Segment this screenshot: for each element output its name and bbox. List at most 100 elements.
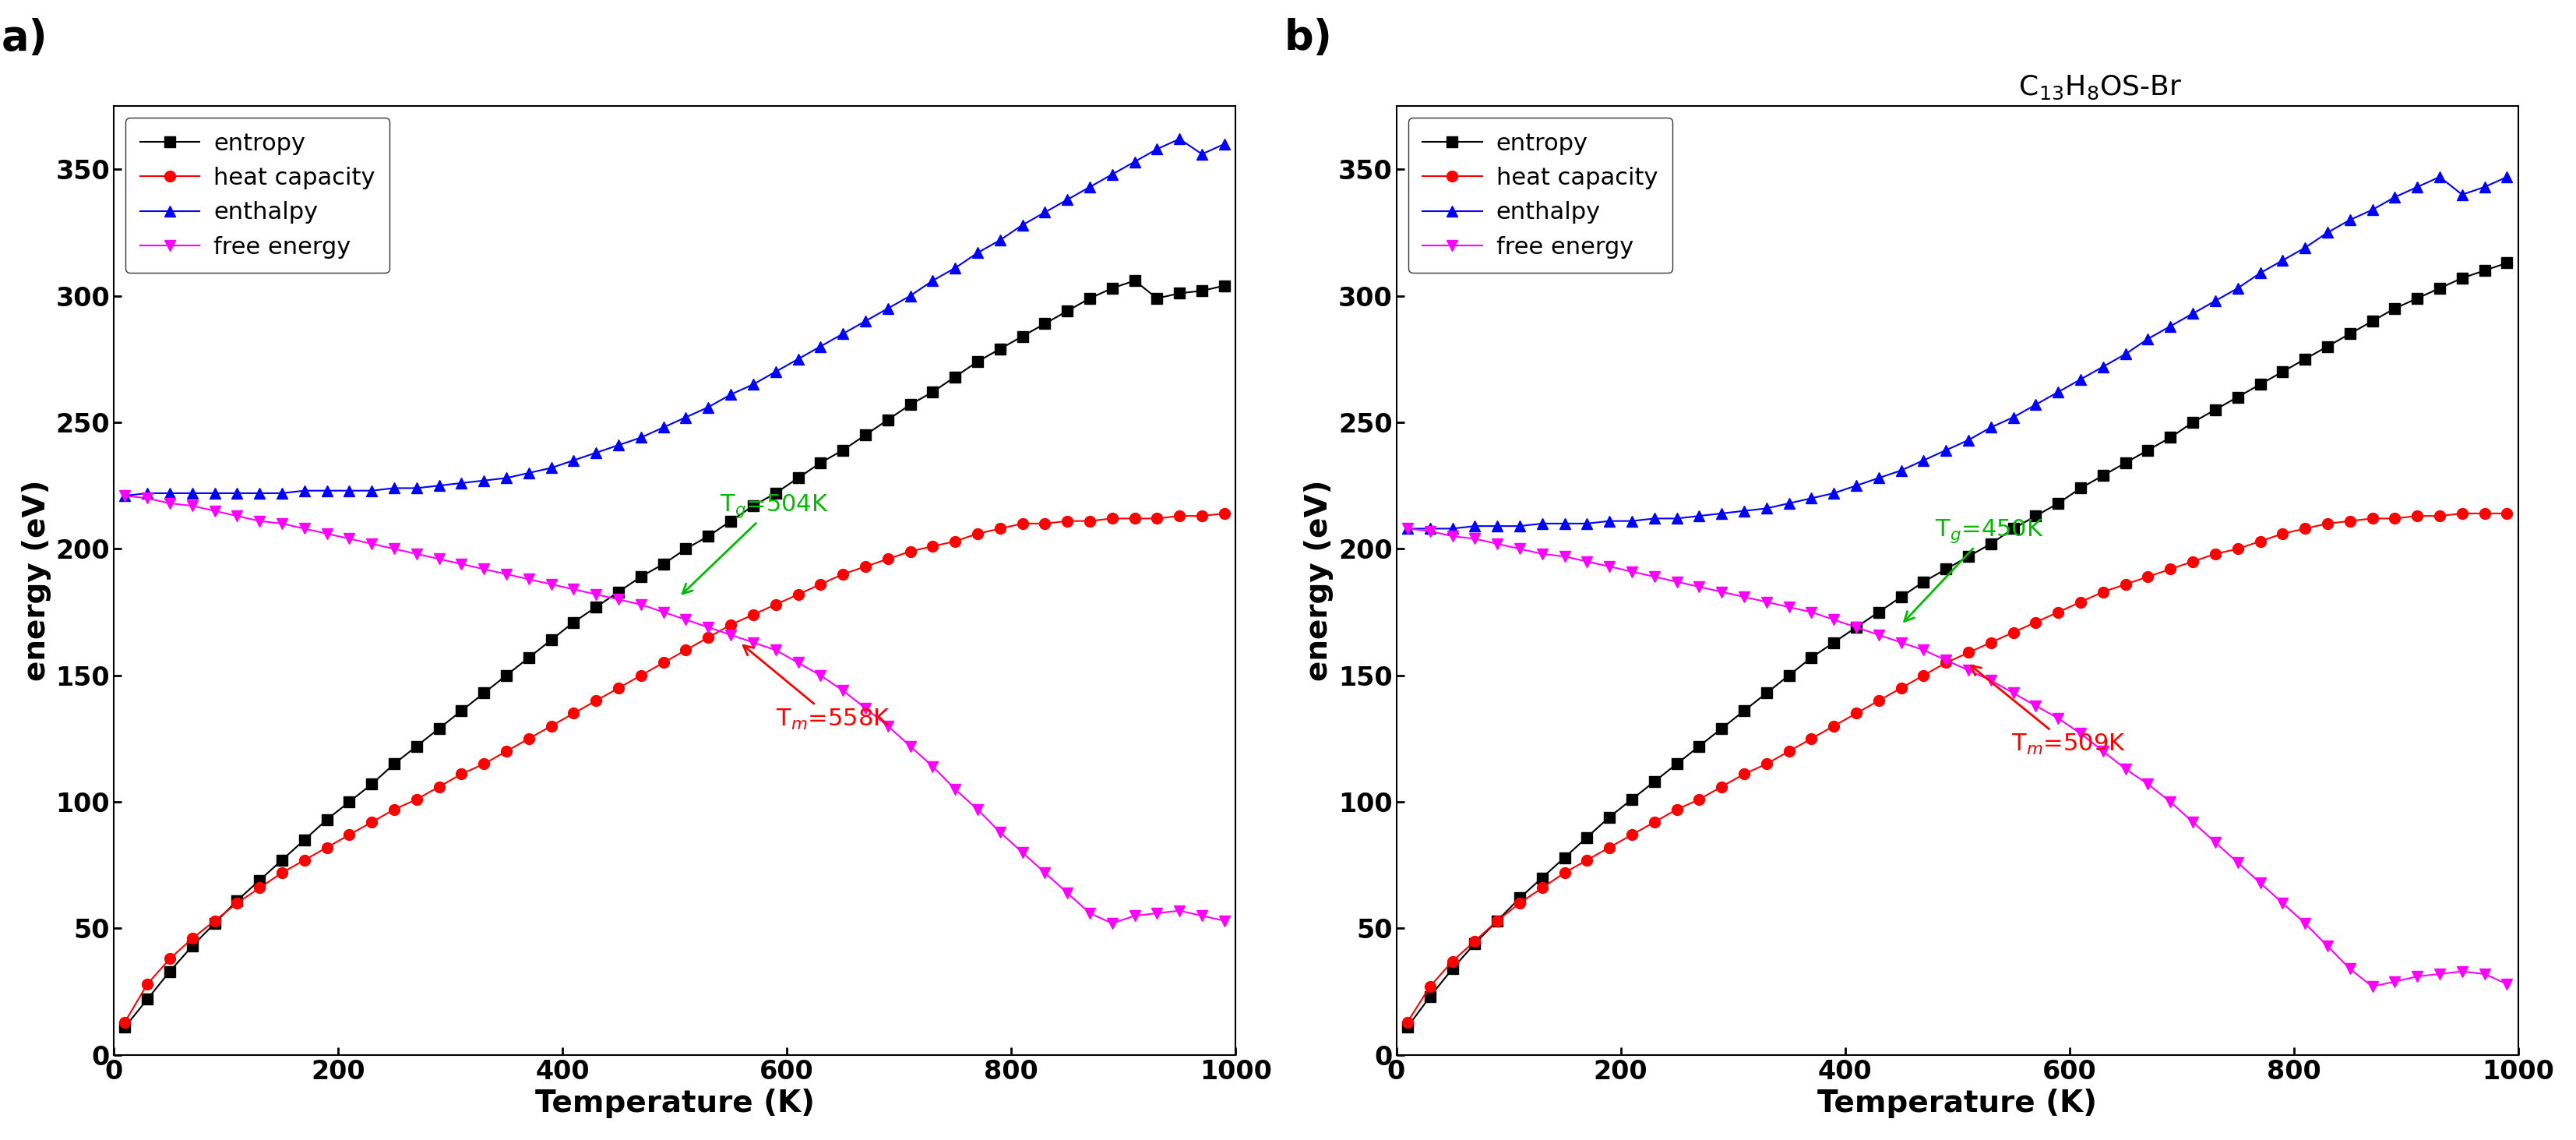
heat capacity: [2357, 512, 2388, 526]
enthalpy: [1795, 491, 1826, 505]
heat capacity: [1615, 828, 1646, 841]
enthalpy: [1437, 522, 1468, 536]
enthalpy: [894, 288, 925, 302]
enthalpy: [1976, 421, 2007, 434]
entropy: [2401, 292, 2432, 306]
free energy: [1862, 628, 1893, 642]
free energy: [1504, 542, 1535, 555]
entropy: [716, 514, 747, 528]
enthalpy: [1118, 155, 1149, 169]
enthalpy: [355, 483, 386, 497]
heat capacity: [178, 931, 209, 945]
enthalpy: [2401, 180, 2432, 194]
free energy: [2223, 856, 2254, 870]
enthalpy: [2313, 226, 2344, 239]
enthalpy: [670, 410, 701, 424]
entropy: [850, 429, 881, 442]
heat capacity: [917, 539, 948, 553]
free energy: [402, 547, 433, 561]
enthalpy: [1728, 504, 1759, 518]
enthalpy: [1504, 519, 1535, 532]
entropy: [2244, 377, 2275, 391]
heat capacity: [1886, 682, 1917, 695]
heat capacity: [355, 815, 386, 829]
entropy: [2424, 282, 2455, 295]
entropy: [1662, 757, 1692, 771]
enthalpy: [2267, 253, 2298, 267]
entropy: [1752, 686, 1783, 700]
enthalpy: [603, 438, 634, 451]
free energy: [1118, 909, 1149, 922]
heat capacity: [2380, 512, 2411, 526]
entropy: [155, 964, 185, 978]
entropy: [1638, 775, 1669, 789]
enthalpy: [1862, 471, 1893, 484]
enthalpy: [1615, 514, 1646, 528]
entropy: [2380, 302, 2411, 316]
enthalpy: [626, 431, 657, 445]
enthalpy: [1953, 433, 1984, 447]
entropy: [536, 633, 567, 646]
heat capacity: [2200, 547, 2231, 561]
free energy: [1074, 906, 1105, 920]
heat capacity: [783, 587, 814, 601]
entropy: [961, 355, 992, 368]
free energy: [1842, 620, 1873, 634]
enthalpy: [422, 479, 453, 492]
heat capacity: [1662, 803, 1692, 816]
heat capacity: [131, 977, 162, 991]
entropy: [2290, 352, 2321, 366]
free energy: [1164, 904, 1195, 918]
entropy: [1074, 292, 1105, 306]
entropy: [1976, 537, 2007, 551]
entropy: [1118, 274, 1149, 287]
heat capacity: [670, 643, 701, 657]
heat capacity: [2424, 510, 2455, 523]
enthalpy: [492, 471, 523, 484]
enthalpy: [2424, 170, 2455, 184]
enthalpy: [737, 377, 768, 391]
entropy: [1842, 620, 1873, 634]
enthalpy: [827, 327, 858, 341]
heat capacity: [1414, 979, 1445, 993]
entropy: [1461, 937, 1492, 951]
free energy: [492, 568, 523, 581]
entropy: [2447, 271, 2478, 285]
heat capacity: [245, 881, 276, 895]
entropy: [1705, 722, 1736, 735]
free energy: [1595, 560, 1625, 573]
heat capacity: [1795, 732, 1826, 746]
entropy: [806, 456, 837, 470]
heat capacity: [2133, 570, 2164, 584]
enthalpy: [984, 234, 1015, 247]
entropy: [355, 777, 386, 791]
free energy: [178, 499, 209, 513]
heat capacity: [1638, 815, 1669, 829]
entropy: [2200, 402, 2231, 416]
heat capacity: [1999, 626, 2030, 640]
enthalpy: [446, 477, 477, 490]
free energy: [1481, 537, 1512, 551]
entropy: [108, 1020, 139, 1034]
heat capacity: [940, 535, 971, 548]
enthalpy: [917, 274, 948, 287]
free energy: [917, 759, 948, 773]
heat capacity: [422, 780, 453, 793]
enthalpy: [850, 315, 881, 328]
Line: entropy: entropy: [1401, 258, 2512, 1033]
enthalpy: [873, 302, 904, 316]
enthalpy: [2133, 332, 2164, 345]
free energy: [693, 620, 724, 634]
heat capacity: [1481, 914, 1512, 928]
entropy: [1571, 830, 1602, 844]
enthalpy: [1051, 193, 1082, 206]
free energy: [2200, 836, 2231, 849]
heat capacity: [1504, 896, 1535, 910]
enthalpy: [2334, 213, 2365, 227]
heat capacity: [649, 656, 680, 669]
entropy: [1862, 605, 1893, 619]
free energy: [222, 510, 252, 523]
free energy: [108, 489, 139, 503]
entropy: [1437, 962, 1468, 976]
heat capacity: [1571, 853, 1602, 866]
